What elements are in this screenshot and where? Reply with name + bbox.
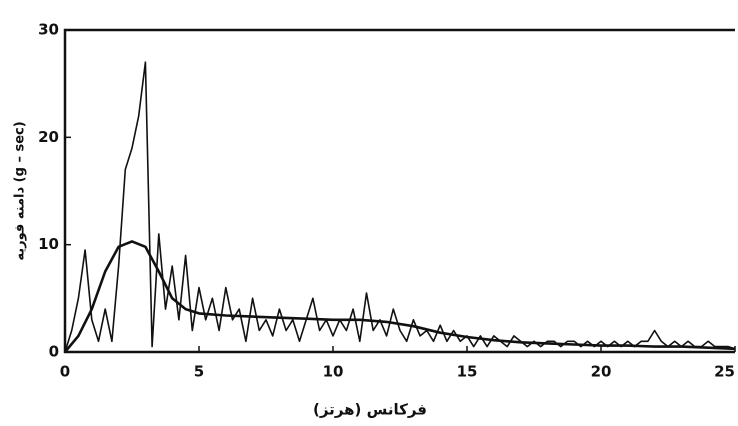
x-tick-label: 0 (60, 363, 70, 381)
data-line (64, 240, 736, 353)
y-tick-label: 20 (38, 128, 59, 146)
x-tick-label: 5 (194, 363, 204, 381)
x-tick-label: 25 (714, 363, 735, 381)
y-tick-label: 0 (49, 343, 59, 361)
y-axis-label: دامنه فوریه (g – sec) (13, 121, 28, 260)
y-tick-label: 30 (38, 21, 59, 39)
axis-frame (63, 28, 735, 354)
y-tick-label: 10 (38, 235, 59, 253)
x-axis-label: فرکانس (هرتز) (313, 401, 427, 419)
x-tick-label: 20 (591, 363, 612, 381)
x-tick-label: 15 (457, 363, 478, 381)
data-line (64, 61, 736, 353)
x-tick-label: 10 (323, 363, 344, 381)
